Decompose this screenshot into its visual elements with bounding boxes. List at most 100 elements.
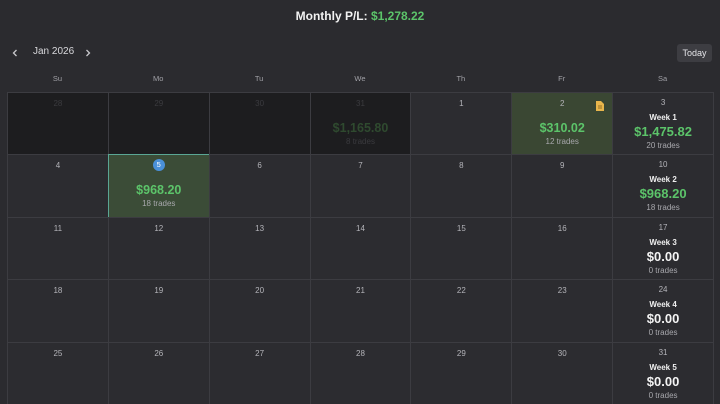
day-number: 17 xyxy=(658,222,668,232)
day-cell[interactable]: 26 xyxy=(107,341,210,404)
day-cell[interactable]: 27 xyxy=(208,341,311,404)
day-cell[interactable]: 4 xyxy=(7,154,109,218)
day-number: 31 xyxy=(658,347,668,357)
week-pnl: $0.00 xyxy=(646,311,680,327)
weekday-label: Su xyxy=(52,74,63,83)
day-number: 10 xyxy=(658,160,668,170)
day-number: 27 xyxy=(255,348,265,358)
day-cell[interactable]: 22 xyxy=(410,279,513,343)
next-month[interactable] xyxy=(83,48,93,58)
prev-month[interactable] xyxy=(10,48,20,58)
day-trades: 8 trades xyxy=(346,137,375,146)
weekday-label: Fr xyxy=(558,74,566,83)
day-number: 22 xyxy=(456,286,466,296)
weekday-label: Sa xyxy=(657,74,668,83)
day-cell[interactable]: 2 $310.02 12 trades xyxy=(511,92,614,156)
day-cell[interactable]: 13 xyxy=(208,216,311,281)
weekday-label: Tu xyxy=(254,74,264,83)
day-pnl: $1,165.80 xyxy=(332,121,389,135)
day-number: 6 xyxy=(257,161,262,171)
weekday-label: Mo xyxy=(153,74,164,83)
weekday-label: Th xyxy=(456,74,466,83)
note-icon[interactable] xyxy=(595,101,605,111)
day-number: 7 xyxy=(358,161,363,171)
day-number: 30 xyxy=(557,348,567,358)
day-cell[interactable]: 24 Week 4 $0.00 0 trades xyxy=(612,279,714,343)
day-cell[interactable]: 7 xyxy=(309,154,412,218)
day-number: 3 xyxy=(660,98,666,107)
day-cell[interactable]: 29 xyxy=(410,341,513,404)
week-label: Week 5 xyxy=(649,362,677,372)
day-number: 29 xyxy=(456,348,466,358)
day-trades: 18 trades xyxy=(142,199,176,209)
day-number: 26 xyxy=(154,348,164,358)
day-cell[interactable]: 14 xyxy=(309,216,412,281)
week-label: Week 4 xyxy=(649,300,677,310)
day-number: 8 xyxy=(459,161,464,171)
weekday-label: We xyxy=(354,74,366,83)
day-pnl: $968.20 xyxy=(136,183,182,198)
day-cell[interactable]: 25 xyxy=(7,341,109,404)
day-cell[interactable]: 10 Week 2 $968.20 18 trades xyxy=(612,154,714,218)
day-number: 4 xyxy=(55,161,61,171)
day-cell[interactable]: 31 Week 5 $0.00 0 trades xyxy=(612,341,714,404)
week-pnl: $0.00 xyxy=(646,373,680,389)
week-pnl: $1,475.82 xyxy=(634,124,692,139)
day-cell[interactable]: 23 xyxy=(511,279,614,343)
day-cell[interactable]: 21 xyxy=(309,279,412,343)
day-number: 30 xyxy=(255,99,265,108)
day-cell[interactable]: 3 Week 1 $1,475.82 20 trades xyxy=(612,92,714,156)
day-number: 5 xyxy=(109,159,209,172)
day-cell[interactable]: 18 xyxy=(7,279,109,343)
day-cell[interactable]: 29 xyxy=(107,92,210,156)
day-cell[interactable]: 5 $968.20 18 trades xyxy=(107,154,210,218)
day-cell[interactable]: 9 xyxy=(511,154,614,218)
day-cell[interactable]: 15 xyxy=(410,216,513,281)
day-cell[interactable]: 6 xyxy=(208,154,311,218)
day-trades: 12 trades xyxy=(545,137,579,146)
day-number: 29 xyxy=(154,99,164,108)
day-cell[interactable]: 19 xyxy=(107,279,210,343)
day-number: 18 xyxy=(53,286,63,296)
day-cell[interactable]: 20 xyxy=(208,279,311,343)
day-cell[interactable]: 30 xyxy=(511,341,614,404)
month-label: Jan 2026 xyxy=(33,46,75,57)
week-pnl: $0.00 xyxy=(646,248,680,264)
day-number: 21 xyxy=(356,286,365,296)
week-trades: 20 trades xyxy=(646,141,680,150)
day-number: 23 xyxy=(557,286,567,296)
day-number: 24 xyxy=(658,285,668,295)
day-cell[interactable]: 8 xyxy=(410,154,513,218)
week-pnl: $968.20 xyxy=(639,186,687,202)
day-cell[interactable]: 1 xyxy=(410,92,513,156)
monthly-pnl-value: $1,278.22 xyxy=(370,9,425,23)
day-number: 19 xyxy=(154,286,164,296)
day-number: 12 xyxy=(154,223,164,233)
week-trades: 18 trades xyxy=(646,203,680,213)
day-cell[interactable]: 11 xyxy=(7,216,109,281)
day-cell[interactable]: 31 $1,165.80 8 trades xyxy=(309,92,412,156)
day-number: 2 xyxy=(559,99,565,108)
day-cell[interactable]: 28 xyxy=(7,92,109,156)
day-cell[interactable]: 30 xyxy=(208,92,311,156)
day-cell[interactable]: 28 xyxy=(309,341,412,404)
day-cell[interactable]: 17 Week 3 $0.00 0 trades xyxy=(612,216,714,281)
day-number: 28 xyxy=(53,99,63,108)
day-number: 9 xyxy=(559,161,565,171)
day-number: 28 xyxy=(356,348,365,358)
week-trades: 0 trades xyxy=(648,265,678,275)
day-number: 11 xyxy=(53,223,63,233)
day-number: 15 xyxy=(456,223,466,233)
day-number: 16 xyxy=(557,223,567,233)
monthly-pnl-label: Monthly P/L: xyxy=(295,9,368,23)
day-number: 13 xyxy=(255,223,265,233)
day-number: 14 xyxy=(356,223,365,233)
monthly-pnl: Monthly P/L: $1,278.22 xyxy=(0,9,720,23)
day-number: 31 xyxy=(356,99,365,108)
today-button[interactable]: Today xyxy=(677,44,712,62)
week-label: Week 3 xyxy=(649,237,677,247)
day-cell[interactable]: 12 xyxy=(107,216,210,281)
today-badge: 5 xyxy=(152,159,165,172)
day-cell[interactable]: 16 xyxy=(511,216,614,281)
